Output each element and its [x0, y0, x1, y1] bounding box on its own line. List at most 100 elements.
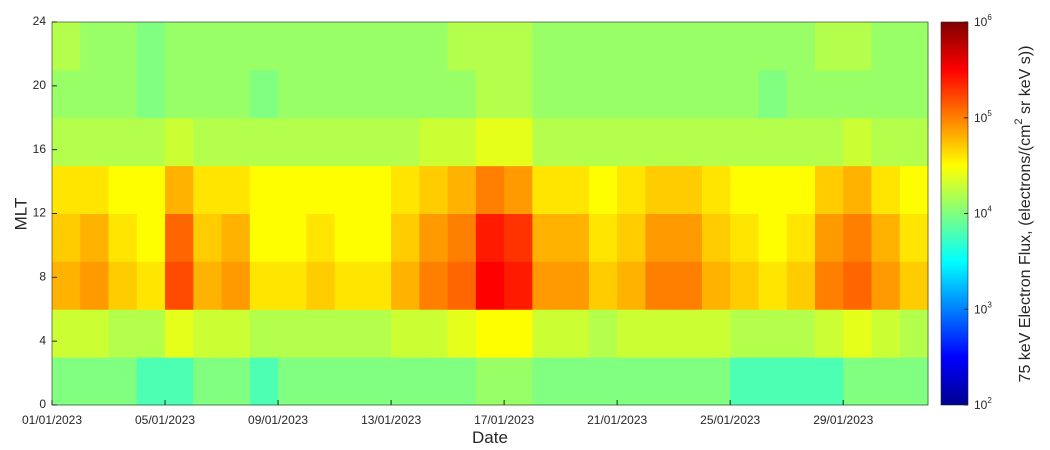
cell	[504, 117, 533, 167]
cell	[730, 357, 759, 406]
cell	[843, 117, 872, 167]
cell	[814, 117, 844, 167]
cell	[786, 309, 816, 358]
cell	[334, 261, 364, 310]
cell	[843, 69, 872, 119]
cell	[80, 117, 110, 167]
cell	[475, 357, 505, 406]
cell	[193, 117, 223, 167]
y-tick-label: 0	[39, 397, 46, 411]
cell	[560, 22, 590, 71]
heatmap	[52, 22, 929, 406]
colorbar-title: 75 keV Electron Flux, (electrons/(cm2 sr…	[1013, 46, 1034, 383]
cell	[165, 309, 194, 358]
colorbar	[940, 21, 969, 406]
cell	[843, 357, 872, 406]
cell	[532, 117, 562, 167]
cell	[786, 261, 816, 310]
cell	[532, 309, 562, 358]
cell	[80, 165, 110, 214]
cell	[504, 309, 533, 358]
cell	[758, 357, 788, 406]
cell	[278, 261, 307, 310]
cell	[673, 213, 703, 262]
cell	[52, 69, 81, 119]
cell	[814, 213, 844, 262]
cell	[899, 117, 929, 167]
cell	[504, 261, 533, 310]
cell	[306, 357, 336, 406]
cell	[278, 117, 307, 167]
cell	[786, 117, 816, 167]
cell	[645, 213, 675, 262]
cell	[447, 261, 477, 310]
y-tick-label: 8	[39, 270, 46, 284]
cell	[447, 165, 477, 214]
cell	[278, 22, 307, 71]
cell	[730, 213, 759, 262]
cell	[80, 357, 110, 406]
cell	[221, 309, 251, 358]
cell	[645, 357, 675, 406]
cell	[588, 165, 618, 214]
colorbar-tick-base: 10	[974, 111, 988, 125]
cell	[645, 309, 675, 358]
cell	[560, 69, 590, 119]
cell	[504, 22, 533, 71]
cell	[899, 309, 929, 358]
colorbar-tick-label: 103	[974, 300, 992, 316]
cell	[334, 69, 364, 119]
x-tick-label: 29/01/2023	[813, 413, 873, 427]
cell	[362, 213, 392, 262]
cell	[532, 165, 562, 214]
x-axis-title: Date	[472, 428, 508, 447]
cell	[899, 22, 929, 71]
cell	[334, 117, 364, 167]
cell	[306, 69, 336, 119]
cell	[730, 117, 759, 167]
cell	[108, 22, 138, 71]
cell	[334, 357, 364, 406]
cell	[221, 261, 251, 310]
cell	[136, 357, 166, 406]
x-tick-label: 09/01/2023	[248, 413, 308, 427]
cell	[843, 309, 872, 358]
cell	[814, 69, 844, 119]
cell	[730, 22, 759, 71]
cell	[52, 165, 81, 214]
cell	[899, 69, 929, 119]
cell	[730, 69, 759, 119]
cell	[588, 117, 618, 167]
cell	[899, 213, 929, 262]
y-tick-label: 24	[33, 14, 47, 28]
cell	[193, 165, 223, 214]
cell	[108, 117, 138, 167]
cell	[447, 357, 477, 406]
cell	[193, 69, 223, 119]
cell	[673, 357, 703, 406]
colorbar-title-part: sr keV s))	[1017, 46, 1034, 119]
cell	[52, 22, 81, 71]
x-tick-label: 21/01/2023	[587, 413, 647, 427]
cell	[334, 309, 364, 358]
cell	[673, 261, 703, 310]
cell	[475, 165, 505, 214]
cell	[249, 117, 279, 167]
cell	[221, 117, 251, 167]
cell	[588, 69, 618, 119]
cell	[52, 117, 81, 167]
cell	[786, 22, 816, 71]
cell	[701, 309, 731, 358]
cell	[645, 165, 675, 214]
cell	[306, 261, 336, 310]
cell	[701, 22, 731, 71]
cell	[617, 69, 646, 119]
cell	[221, 22, 251, 71]
cell	[165, 165, 194, 214]
cell	[306, 309, 336, 358]
cell	[80, 261, 110, 310]
cell	[645, 22, 675, 71]
cell	[758, 261, 788, 310]
cell	[108, 261, 138, 310]
